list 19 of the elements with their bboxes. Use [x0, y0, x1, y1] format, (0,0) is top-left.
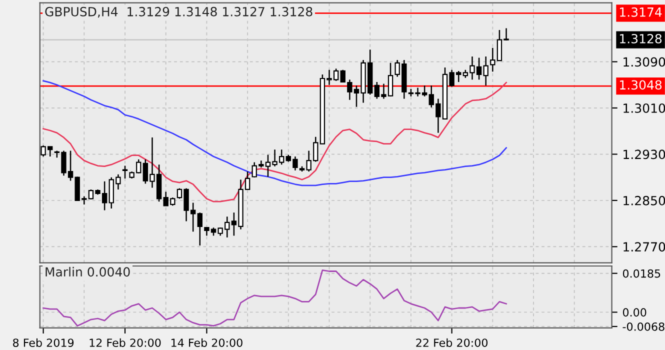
candlestick	[197, 212, 202, 246]
x-tick-label: 22 Feb 20:00	[416, 338, 488, 347]
y-tick-label: 1.3090	[624, 57, 665, 67]
chart-title: Marlin 0.0040	[46, 266, 130, 277]
x-tick-label: 14 Feb 20:00	[171, 338, 242, 347]
x-tick-label: 8 Feb 2019	[13, 338, 74, 347]
candlestick	[122, 165, 128, 180]
y-tick-label: 0.00	[622, 308, 646, 317]
ref-line-label: 1.3128	[620, 34, 662, 44]
ref-line-label: 1.3048	[620, 80, 662, 90]
y-tick-label: 1.2930	[624, 150, 665, 160]
y-tick-label: 0.0185	[622, 269, 660, 278]
chart-title: GBPUSD,H4 1.3129 1.3148 1.3127 1.3128	[45, 6, 312, 18]
y-tick-label: 1.2770	[624, 242, 665, 252]
y-tick-label: -0.0068	[622, 322, 664, 331]
x-tick-label: 12 Feb 20:00	[90, 338, 161, 347]
y-tick-label: 1.2850	[624, 196, 665, 206]
ref-line-label: 1.3174	[620, 7, 662, 17]
y-tick-label: 1.3010	[624, 103, 665, 113]
